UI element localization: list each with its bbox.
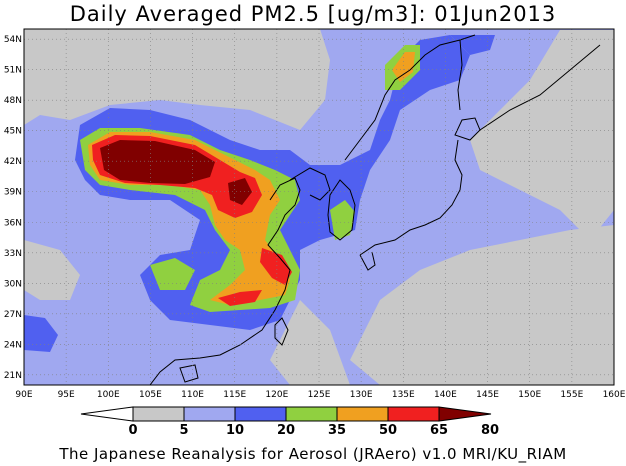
coastline-mainland (149, 177, 301, 385)
lat-tick-label: 48N (4, 96, 22, 106)
coastline-russia (344, 34, 476, 161)
field-green-korea (330, 200, 355, 240)
colorbar-label: 20 (277, 423, 295, 438)
colorbar-label: 5 (179, 423, 188, 438)
lon-tick-label: 135E (392, 390, 415, 400)
colorbar-label: 10 (226, 423, 244, 438)
lon-tick-label: 115E (223, 390, 246, 400)
colorbar-segment (132, 406, 185, 422)
coastline-hainan (179, 364, 199, 383)
lat-tick-label: 36N (4, 218, 22, 228)
lon-tick-label: 125E (308, 390, 331, 400)
lon-tick-label: 145E (476, 390, 499, 400)
lat-tick-label: 42N (4, 157, 22, 167)
colorbar-segment (183, 406, 236, 422)
colorbar-label: 80 (481, 423, 499, 438)
field-darkred-main (100, 140, 215, 184)
latitude-labels: 54N 51N 48N 45N 42N 39N 36N 33N 30N 27N 24N 21N (4, 35, 22, 381)
lat-tick-label: 33N (4, 249, 22, 259)
colorbar: 0 5 10 20 35 50 65 80 (80, 406, 499, 438)
lon-tick-label: 105E (139, 390, 162, 400)
colorbar-segment (285, 406, 338, 422)
colorbar-label: 0 (128, 423, 137, 438)
field-grey-sw-band (270, 300, 350, 385)
credit-text: The Japanese Reanalysis for Aerosol (JRA… (59, 445, 567, 463)
lon-tick-label: 90E (15, 390, 32, 400)
colorbar-segment-high (438, 406, 492, 422)
lat-tick-label: 24N (4, 340, 22, 350)
colorbar-segment (234, 406, 287, 422)
field-grey-pacific (350, 225, 614, 385)
coastline-taiwan (274, 317, 289, 346)
lon-tick-label: 120E (265, 390, 288, 400)
coastline-japan-honshu (359, 139, 463, 256)
lon-tick-label: 160E (603, 390, 626, 400)
lon-tick-label: 150E (518, 390, 541, 400)
colorbar-label: 50 (379, 423, 397, 438)
map-frame (23, 28, 615, 386)
coastline-kyushu (359, 251, 376, 271)
lat-tick-label: 39N (4, 188, 22, 198)
field-grey-east (470, 30, 614, 240)
lat-tick-label: 21N (4, 371, 22, 381)
lat-tick-label: 27N (4, 310, 22, 320)
concentration-field (24, 29, 614, 385)
map-title: Daily Averaged PM2.5 [ug/m3]: 01Jun2013 (69, 2, 557, 26)
field-red-south (218, 290, 262, 306)
field-orange-north (392, 52, 415, 82)
lat-tick-label: 45N (4, 127, 22, 137)
lon-tick-label: 100E (97, 390, 120, 400)
graticule (24, 29, 614, 385)
field-red-shanghai (260, 248, 292, 285)
lon-tick-label: 110E (181, 390, 204, 400)
lon-tick-label: 140E (434, 390, 457, 400)
colorbar-label: 65 (430, 423, 448, 438)
field-green-central (150, 258, 195, 290)
coastline-bohai (289, 167, 331, 201)
coastline-japan-hokkaido (454, 117, 481, 141)
field-grey-west (24, 29, 330, 130)
colorbar-segment (336, 406, 389, 422)
lat-tick-label: 30N (4, 279, 22, 289)
lon-tick-label: 130E (350, 390, 373, 400)
lon-tick-label: 95E (58, 390, 75, 400)
longitude-labels: 90E 95E 100E 105E 110E 115E 120E 125E 130E 135E 14… (15, 390, 625, 400)
field-blue-sw (24, 315, 58, 352)
coastline-sakhalin (457, 39, 463, 111)
coastline-korea (327, 179, 356, 241)
lon-tick-label: 155E (560, 390, 583, 400)
lat-tick-label: 54N (4, 35, 22, 45)
colorbar-segment (387, 406, 440, 422)
coastlines (149, 34, 601, 385)
colorbar-label: 35 (328, 423, 346, 438)
colorbar-segment-low (80, 406, 134, 422)
lat-tick-label: 51N (4, 66, 22, 76)
coastline-kuril (479, 44, 601, 131)
